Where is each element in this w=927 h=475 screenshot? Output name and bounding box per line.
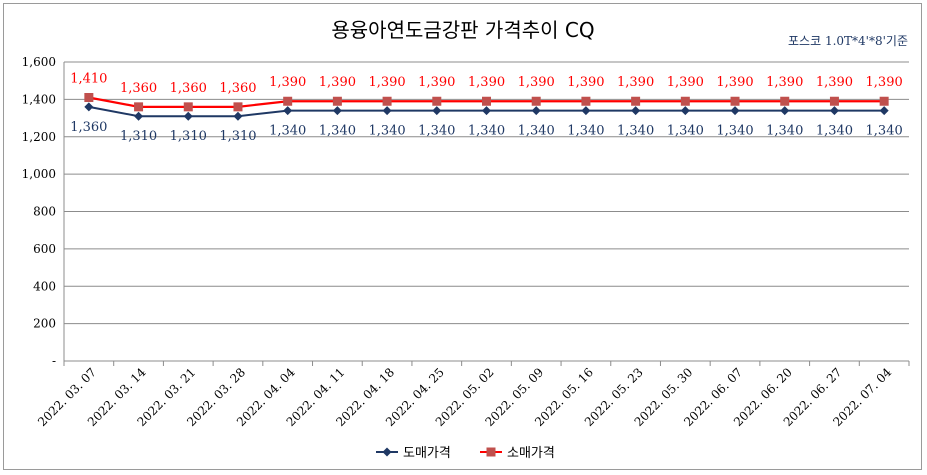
data-point-diamond — [680, 106, 690, 116]
data-point-diamond — [84, 102, 94, 112]
data-label: 1,390 — [518, 75, 555, 90]
data-point-diamond — [432, 106, 442, 116]
data-label: 1,390 — [468, 75, 505, 90]
chart-frame: 용융아연도금강판 가격추이 CQ 포스코 1.0T*4'*8'기준 - 200 40… — [3, 3, 922, 470]
data-label: 1,310 — [170, 129, 207, 144]
data-point-square — [486, 447, 496, 457]
data-point-square — [631, 96, 641, 106]
data-point-square — [780, 96, 790, 106]
data-label: 1,340 — [468, 124, 505, 139]
data-point-square — [829, 96, 839, 106]
data-point-square — [233, 102, 243, 112]
data-label: 1,340 — [866, 124, 903, 139]
data-label: 1,310 — [219, 129, 256, 144]
data-label: 1,390 — [319, 75, 356, 90]
data-point-diamond — [283, 106, 293, 116]
data-point-square — [879, 96, 889, 106]
data-point-diamond — [134, 111, 144, 121]
series-group — [84, 93, 889, 121]
data-label: 1,360 — [170, 81, 207, 96]
data-label: 1,390 — [667, 75, 704, 90]
data-point-diamond — [382, 106, 392, 116]
data-point-diamond — [233, 111, 243, 121]
data-point-square — [581, 96, 591, 106]
data-point-diamond — [631, 106, 641, 116]
data-point-diamond — [382, 447, 392, 457]
data-point-square — [730, 96, 740, 106]
data-label: 1,340 — [766, 124, 803, 139]
data-label: 1,390 — [816, 75, 853, 90]
data-point-diamond — [829, 106, 839, 116]
data-label: 1,390 — [617, 75, 654, 90]
data-label: 1,360 — [70, 120, 107, 135]
data-point-diamond — [780, 106, 790, 116]
y-tick-label: 1,400 — [22, 92, 56, 106]
data-label: 1,390 — [716, 75, 753, 90]
y-tick-label: - — [52, 354, 56, 368]
legend: 도매가격 소매가격 — [376, 446, 555, 461]
data-label: 1,390 — [368, 75, 405, 90]
y-tick-label: 600 — [33, 242, 56, 256]
y-tick-label: 800 — [33, 205, 56, 219]
data-label: 1,410 — [70, 72, 107, 87]
data-point-square — [531, 96, 541, 106]
y-tick-label: 1,200 — [22, 130, 56, 144]
data-point-square — [283, 96, 293, 106]
data-point-square — [183, 102, 193, 112]
legend-label: 도매가격 — [403, 446, 451, 461]
grid-lines — [64, 61, 909, 325]
legend-label: 소매가격 — [507, 446, 555, 461]
data-label: 1,310 — [120, 129, 157, 144]
data-point-diamond — [879, 106, 889, 116]
data-point-diamond — [332, 106, 342, 116]
y-tick-label: 200 — [33, 317, 56, 331]
data-label: 1,390 — [567, 75, 604, 90]
data-label: 1,340 — [716, 124, 753, 139]
data-label: 1,340 — [368, 124, 405, 139]
data-point-diamond — [482, 106, 491, 116]
data-point-diamond — [581, 106, 591, 116]
y-axis: - 200 400 600 800 1,000 1,200 1,400 1,600 — [22, 55, 65, 368]
data-point-square — [680, 96, 690, 106]
data-label: 1,360 — [120, 81, 157, 96]
data-point-diamond — [531, 106, 541, 116]
data-label: 1,340 — [567, 124, 604, 139]
y-tick-label: 1,000 — [22, 167, 56, 181]
data-point-square — [84, 93, 94, 103]
data-label: 1,340 — [667, 124, 704, 139]
chart-subtitle: 포스코 1.0T*4'*8'기준 — [788, 34, 908, 48]
data-label: 1,390 — [766, 75, 803, 90]
data-point-square — [432, 96, 442, 106]
data-point-diamond — [183, 111, 193, 121]
data-label: 1,340 — [617, 124, 654, 139]
data-label: 1,340 — [418, 124, 455, 139]
data-label: 1,340 — [269, 124, 306, 139]
y-tick-label: 1,600 — [22, 55, 56, 69]
data-label: 1,390 — [418, 75, 455, 90]
data-label: 1,390 — [866, 75, 903, 90]
data-label: 1,340 — [319, 124, 356, 139]
line-chart: 용융아연도금강판 가격추이 CQ 포스코 1.0T*4'*8'기준 - 200 40… — [22, 18, 910, 461]
y-tick-label: 400 — [33, 279, 56, 293]
data-labels: 1,360 1,310 1,310 1,310 1,340 1,340 1,340 1,340… — [70, 72, 903, 145]
data-label: 1,390 — [269, 75, 306, 90]
data-label: 1,340 — [816, 124, 853, 139]
data-label: 1,360 — [219, 81, 256, 96]
data-point-square — [134, 102, 144, 112]
data-point-diamond — [730, 106, 740, 116]
data-point-square — [382, 96, 392, 106]
data-label: 1,340 — [518, 124, 555, 139]
chart-title: 용융아연도금강판 가격추이 CQ — [331, 18, 594, 42]
data-point-square — [482, 96, 491, 106]
data-point-square — [332, 96, 342, 106]
